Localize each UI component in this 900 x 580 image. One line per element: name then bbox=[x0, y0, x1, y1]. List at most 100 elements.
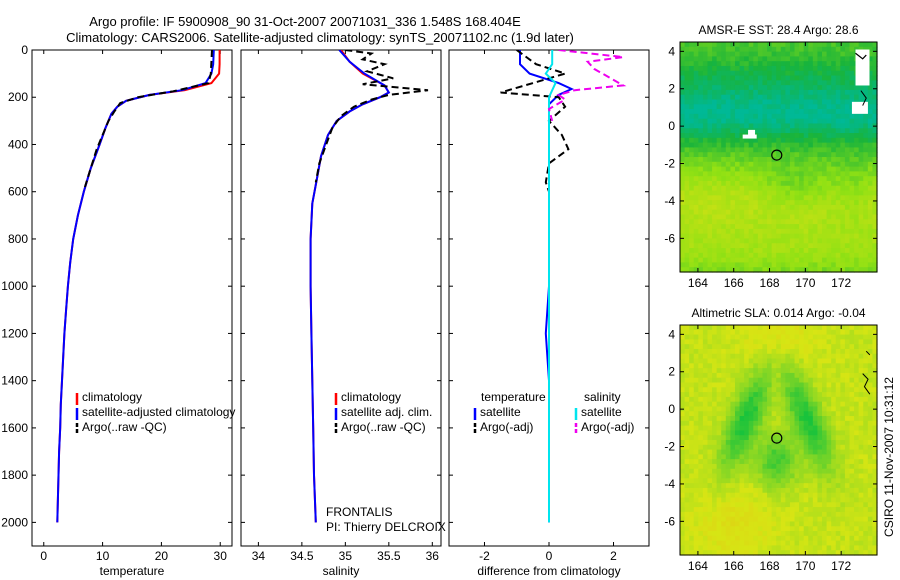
heatmap-cell bbox=[712, 80, 718, 86]
heatmap-cell bbox=[716, 219, 722, 225]
heatmap-cell bbox=[739, 70, 745, 77]
heatmap-cell bbox=[803, 267, 809, 273]
heatmap-cell bbox=[771, 377, 777, 384]
heatmap-cell bbox=[707, 411, 713, 417]
heatmap-cell bbox=[748, 368, 754, 374]
heatmap-cell bbox=[867, 267, 874, 273]
heatmap-cell bbox=[817, 377, 823, 384]
heatmap-cell bbox=[803, 363, 809, 369]
heatmap-cell bbox=[730, 104, 736, 110]
heatmap-cell bbox=[757, 526, 764, 532]
heatmap-cell bbox=[689, 209, 695, 216]
heatmap-cell bbox=[803, 75, 809, 81]
heatmap-cell bbox=[785, 468, 791, 475]
heatmap-cell bbox=[780, 147, 786, 153]
heatmap-cell bbox=[835, 507, 841, 513]
x-tick-label: 164 bbox=[688, 559, 708, 573]
heatmap-cell bbox=[799, 348, 805, 355]
heatmap-cell bbox=[767, 89, 773, 96]
heatmap-cell bbox=[762, 262, 768, 268]
heatmap-grid bbox=[680, 42, 878, 273]
heatmap-cell bbox=[812, 492, 819, 499]
heatmap-cell bbox=[817, 550, 823, 556]
heatmap-cell bbox=[840, 454, 846, 460]
heatmap-cell bbox=[858, 502, 864, 508]
heatmap-cell bbox=[739, 368, 745, 374]
heatmap-cell bbox=[721, 161, 727, 168]
heatmap-cell bbox=[849, 411, 855, 417]
heatmap-cell bbox=[840, 344, 846, 350]
heatmap-cell bbox=[684, 502, 690, 508]
heatmap-cell bbox=[794, 142, 800, 149]
heatmap-cell bbox=[767, 526, 773, 532]
map-title: AMSR-E SST: 28.4 Argo: 28.6 bbox=[698, 23, 858, 37]
heatmap-cell bbox=[707, 535, 713, 542]
heatmap-cell bbox=[689, 372, 695, 379]
heatmap-cell bbox=[744, 238, 750, 244]
heatmap-cell bbox=[780, 133, 786, 139]
heatmap-cell bbox=[680, 147, 686, 153]
heatmap-cell bbox=[767, 180, 773, 187]
heatmap-cell bbox=[744, 56, 750, 62]
heatmap-cell bbox=[799, 252, 805, 259]
heatmap-cell bbox=[734, 204, 741, 211]
heatmap-cell bbox=[744, 61, 750, 67]
heatmap-cell bbox=[826, 224, 832, 230]
heatmap-cell bbox=[785, 440, 791, 446]
heatmap-cell bbox=[844, 200, 851, 206]
heatmap-cell bbox=[739, 142, 745, 149]
heatmap-cell bbox=[757, 478, 764, 484]
heatmap-cell bbox=[734, 75, 741, 81]
heatmap-cell bbox=[771, 61, 777, 67]
heatmap-cell bbox=[712, 209, 718, 216]
heatmap-cell bbox=[812, 137, 819, 144]
heatmap-cell bbox=[739, 473, 745, 479]
heatmap-cell bbox=[753, 521, 759, 527]
heatmap-cell bbox=[785, 459, 791, 465]
heatmap-cell bbox=[730, 51, 736, 57]
heatmap-cell bbox=[744, 368, 750, 374]
heatmap-cell bbox=[698, 133, 704, 139]
heatmap-cell bbox=[744, 483, 750, 489]
heatmap-cell bbox=[785, 51, 791, 57]
heatmap-cell bbox=[734, 104, 741, 110]
heatmap-cell bbox=[730, 454, 736, 460]
heatmap-cell bbox=[753, 80, 759, 86]
heatmap-cell bbox=[744, 161, 750, 168]
heatmap-cell bbox=[739, 118, 745, 125]
heatmap-cell bbox=[689, 200, 695, 206]
heatmap-cell bbox=[858, 42, 864, 48]
heatmap-cell bbox=[744, 358, 750, 364]
heatmap-cell bbox=[844, 99, 851, 105]
heatmap-cell bbox=[684, 228, 690, 235]
heatmap-cell bbox=[693, 372, 699, 379]
heatmap-cell bbox=[721, 180, 727, 187]
heatmap-cell bbox=[789, 444, 796, 451]
heatmap-cell bbox=[812, 339, 819, 345]
heatmap-cell bbox=[858, 89, 864, 96]
heatmap-cell bbox=[831, 80, 837, 86]
heatmap-cell bbox=[822, 228, 828, 235]
heatmap-cell bbox=[817, 531, 823, 537]
heatmap-cell bbox=[826, 387, 832, 393]
heatmap-cell bbox=[780, 516, 786, 523]
heatmap-cell bbox=[780, 137, 786, 144]
heatmap-cell bbox=[803, 128, 809, 134]
heatmap-cell bbox=[680, 161, 686, 168]
heatmap-cell bbox=[757, 224, 764, 230]
heatmap-cell bbox=[844, 435, 851, 441]
heatmap-cell bbox=[680, 94, 686, 101]
heatmap-cell bbox=[725, 267, 731, 273]
heatmap-cell bbox=[702, 531, 709, 537]
heatmap-cell bbox=[863, 550, 869, 556]
heatmap-cell bbox=[799, 531, 805, 537]
heatmap-cell bbox=[725, 190, 731, 196]
heatmap-cell bbox=[693, 61, 699, 67]
heatmap-cell bbox=[702, 507, 709, 513]
heatmap-cell bbox=[753, 56, 759, 62]
heatmap-cell bbox=[680, 262, 686, 268]
map-frame bbox=[679, 324, 878, 556]
heatmap-cell bbox=[863, 444, 869, 451]
heatmap-cell bbox=[785, 531, 791, 537]
heatmap-cell bbox=[744, 257, 750, 264]
